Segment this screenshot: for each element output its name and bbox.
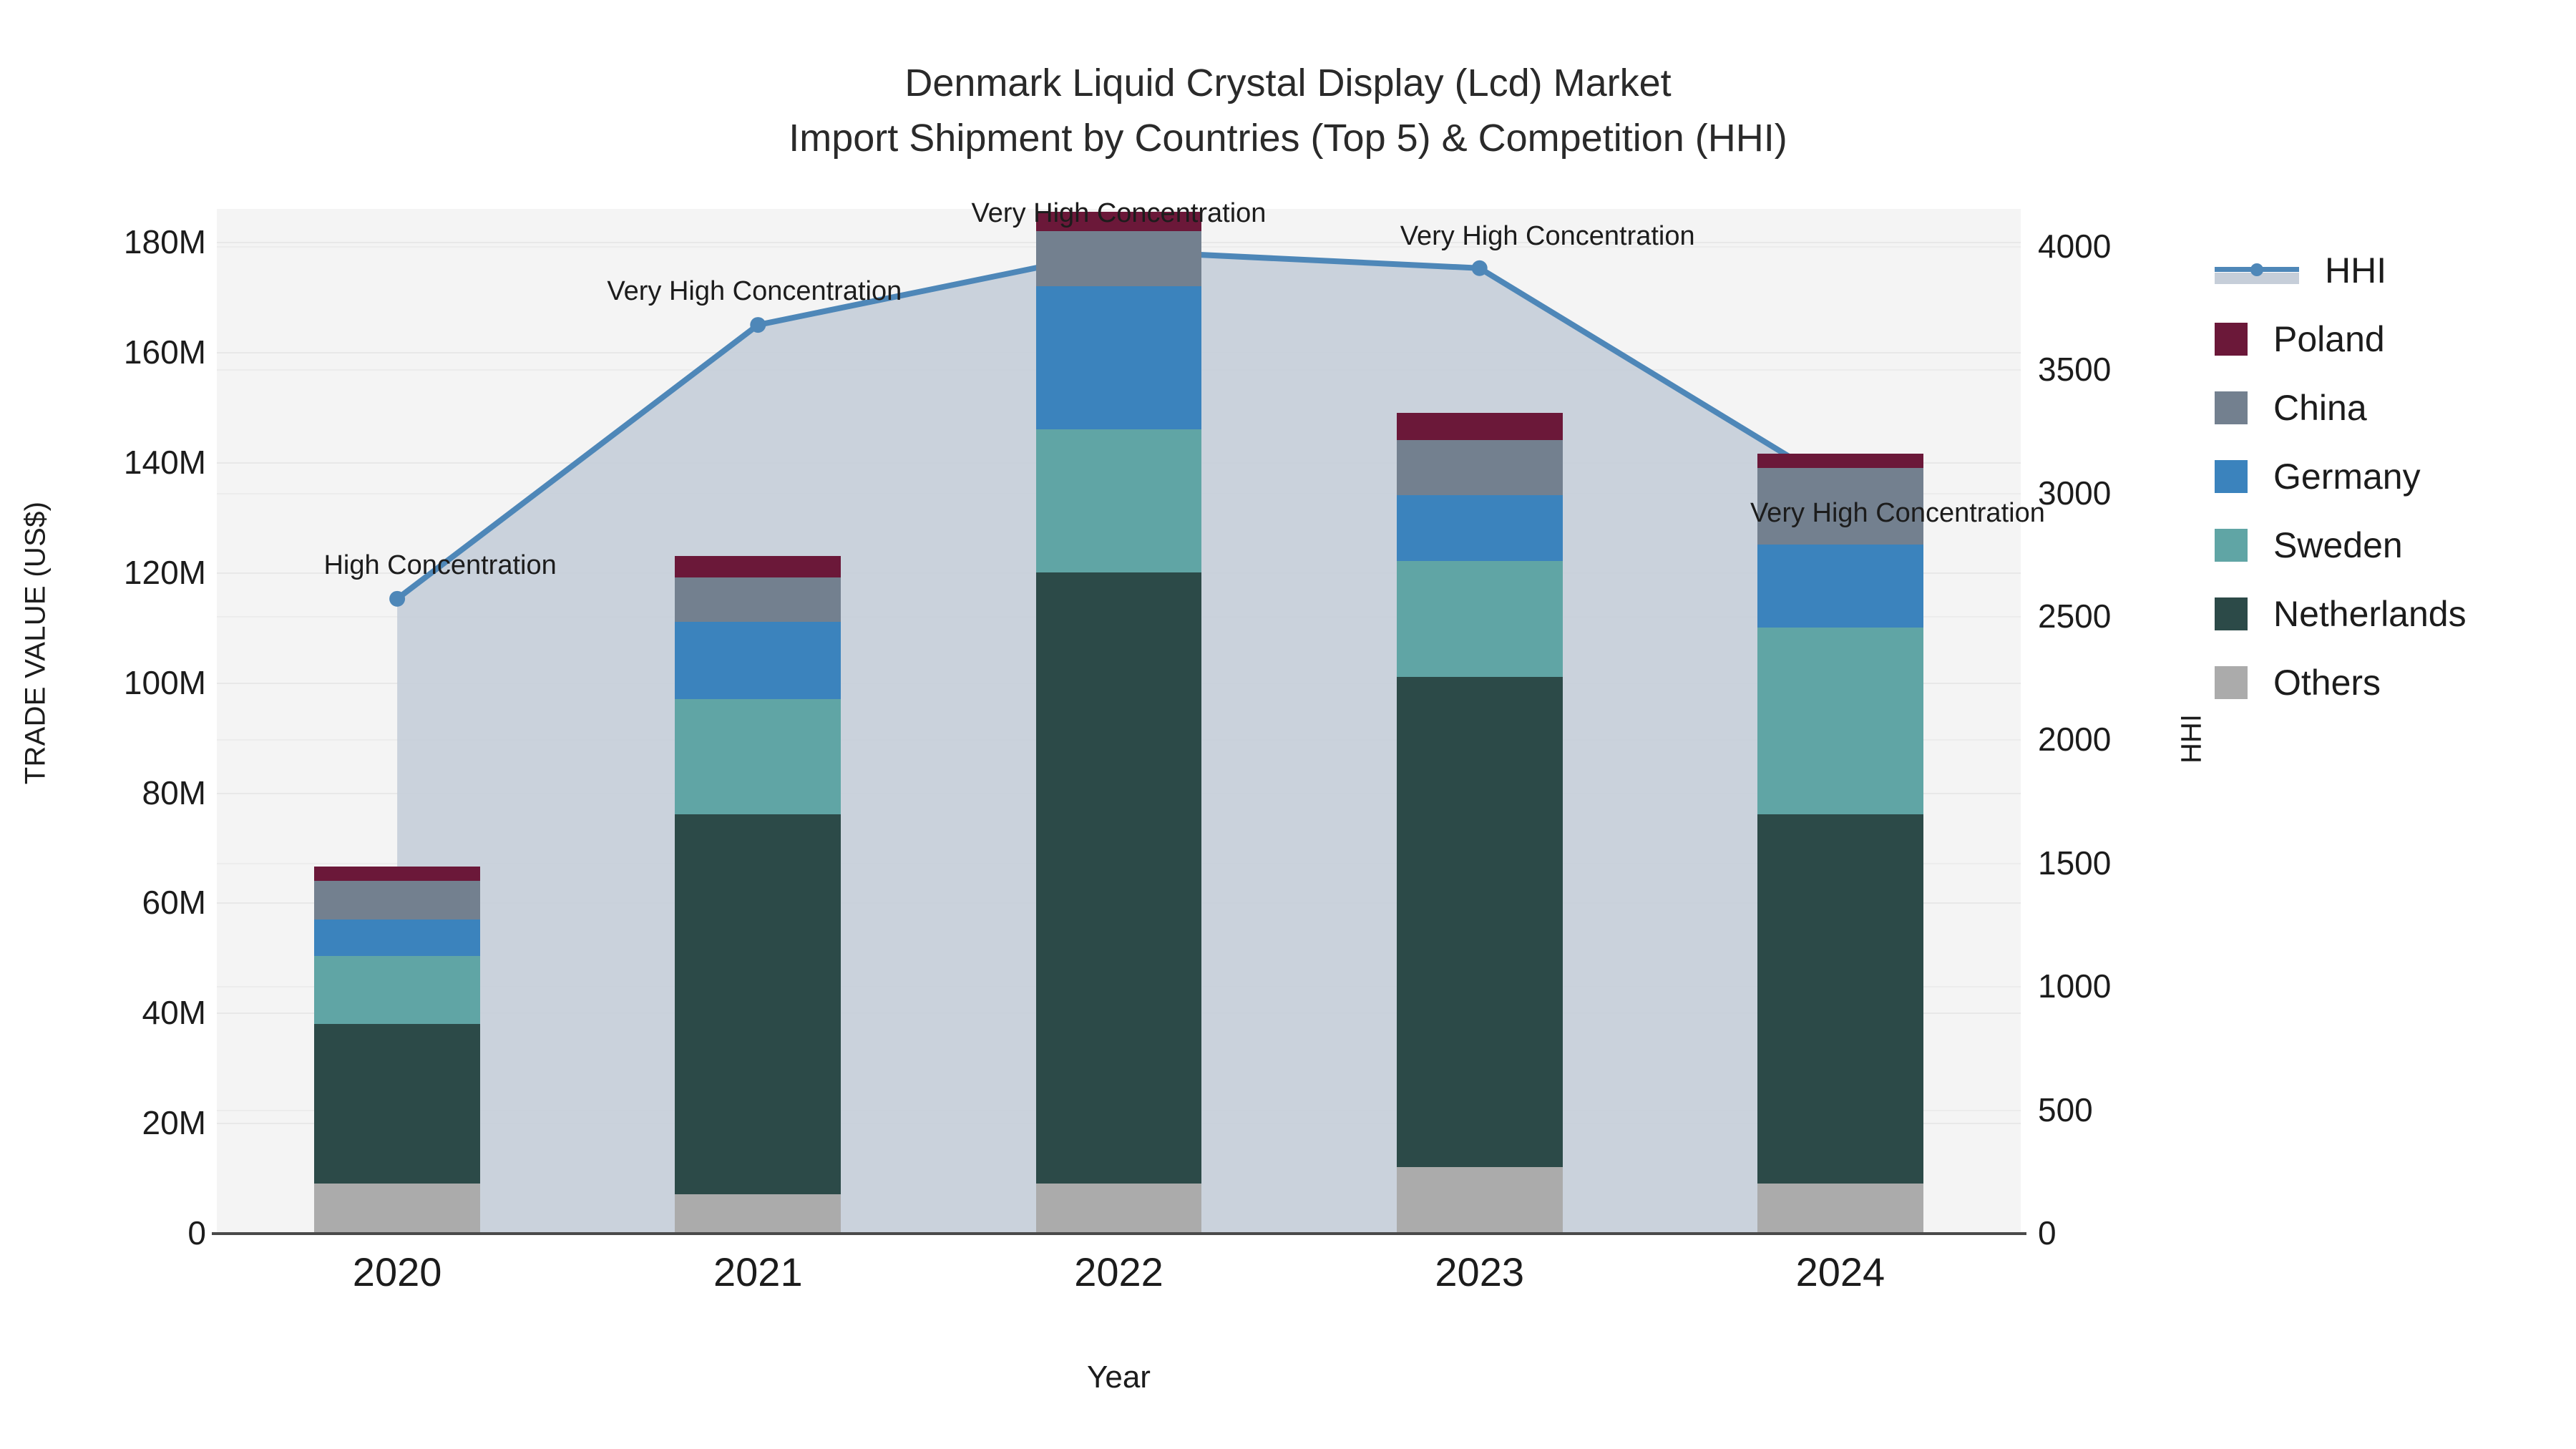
legend: HHI Poland China Germany Sweden Netherlands Ot… xyxy=(2215,236,2467,717)
bar-segment-netherlands[interactable] xyxy=(1035,572,1202,1184)
bar-segment-sweden[interactable] xyxy=(314,956,481,1024)
bar-segment-others[interactable] xyxy=(675,1194,841,1233)
legend-item-sweden[interactable]: Sweden xyxy=(2215,511,2467,580)
bar-segment-sweden[interactable] xyxy=(1757,627,1923,815)
bar-segment-germany[interactable] xyxy=(314,919,481,956)
chart-title: Denmark Liquid Crystal Display (Lcd) Mar… xyxy=(0,56,2576,165)
bar-segment-china[interactable] xyxy=(314,880,481,920)
bar-segment-poland[interactable] xyxy=(675,555,841,578)
bar-segment-germany[interactable] xyxy=(1757,545,1923,628)
legend-swatch-icon xyxy=(2215,529,2248,562)
bar-segment-germany[interactable] xyxy=(675,622,841,699)
bar-segment-germany[interactable] xyxy=(1396,495,1563,562)
legend-swatch-icon xyxy=(2215,460,2248,493)
chart-title-line-2: Import Shipment by Countries (Top 5) & C… xyxy=(789,116,1787,160)
secondary-y-tick-label: 3000 xyxy=(2038,474,2112,512)
bar-segment-netherlands[interactable] xyxy=(1757,814,1923,1184)
bar-segment-china[interactable] xyxy=(1035,230,1202,286)
bar-segment-poland[interactable] xyxy=(1757,454,1923,468)
legend-item-others[interactable]: Others xyxy=(2215,648,2467,717)
bar-segment-others[interactable] xyxy=(1396,1166,1563,1233)
y-tick-label: 0 xyxy=(187,1214,206,1252)
secondary-y-tick-label: 500 xyxy=(2038,1091,2093,1128)
secondary-y-tick-label: 0 xyxy=(2038,1214,2057,1252)
bar-segment-others[interactable] xyxy=(1757,1183,1923,1233)
legend-item-china[interactable]: China xyxy=(2215,374,2467,442)
bar-segment-germany[interactable] xyxy=(1035,286,1202,429)
bar-segment-poland[interactable] xyxy=(1035,211,1202,231)
legend-item-hhi[interactable]: HHI xyxy=(2215,236,2467,305)
bar-segment-netherlands[interactable] xyxy=(314,1023,481,1184)
bar-segment-china[interactable] xyxy=(1757,467,1923,545)
hhi-data-point xyxy=(1471,260,1488,276)
hhi-data-point xyxy=(750,317,766,333)
y-tick-label: 140M xyxy=(123,443,206,481)
bar-segment-china[interactable] xyxy=(675,577,841,622)
bar-group[interactable] xyxy=(1757,209,1923,1233)
x-tick-label: 2023 xyxy=(1435,1249,1524,1294)
bar-segment-netherlands[interactable] xyxy=(675,814,841,1195)
secondary-y-axis-tick-labels: 0 500 1000 1500 2000 2500 3000 3500 4000 xyxy=(2038,0,2253,1449)
y-tick-label: 60M xyxy=(142,884,206,922)
secondary-y-tick-label: 2500 xyxy=(2038,597,2112,635)
bar-group[interactable] xyxy=(1035,209,1202,1233)
secondary-y-tick-label: 1000 xyxy=(2038,967,2112,1005)
legend-swatch-icon xyxy=(2215,597,2248,630)
bar-segment-sweden[interactable] xyxy=(675,698,841,815)
y-axis-tick-labels: 0 20M 40M 60M 80M 100M 120M 140M 160M 180M xyxy=(0,0,206,1449)
y-axis-title: TRADE VALUE (US$) xyxy=(19,501,52,785)
hhi-annotation-label: Very High Concentration xyxy=(607,276,902,307)
bar-segment-china[interactable] xyxy=(1396,440,1563,496)
secondary-y-axis-title: HHI xyxy=(2175,714,2207,763)
bar-segment-netherlands[interactable] xyxy=(1396,676,1563,1167)
bar-segment-sweden[interactable] xyxy=(1035,429,1202,572)
bar-segment-poland[interactable] xyxy=(1396,412,1563,441)
x-tick-label: 2021 xyxy=(713,1249,803,1294)
hhi-data-point xyxy=(389,590,406,607)
legend-item-netherlands[interactable]: Netherlands xyxy=(2215,580,2467,648)
y-tick-label: 40M xyxy=(142,994,206,1032)
bar-group[interactable] xyxy=(1396,209,1563,1233)
legend-label: Netherlands xyxy=(2273,594,2467,634)
bar-segment-sweden[interactable] xyxy=(1396,561,1563,677)
legend-swatch-icon xyxy=(2215,666,2248,699)
y-tick-label: 120M xyxy=(123,553,206,591)
legend-swatch-icon xyxy=(2215,391,2248,424)
legend-label: Germany xyxy=(2273,457,2421,497)
y-tick-label: 180M xyxy=(123,223,206,261)
legend-label: Sweden xyxy=(2273,525,2403,565)
hhi-annotation-label: High Concentration xyxy=(323,550,557,580)
legend-label: Poland xyxy=(2273,319,2385,359)
legend-label: Others xyxy=(2273,663,2381,703)
x-tick-label: 2024 xyxy=(1795,1249,1885,1294)
bar-group[interactable] xyxy=(314,209,481,1233)
y-tick-label: 160M xyxy=(123,333,206,371)
x-axis-title: Year xyxy=(1087,1360,1151,1395)
legend-swatch-icon xyxy=(2215,323,2248,356)
bar-segment-others[interactable] xyxy=(1035,1183,1202,1233)
x-tick-label: 2020 xyxy=(352,1249,442,1294)
bar-segment-others[interactable] xyxy=(314,1183,481,1233)
legend-item-poland[interactable]: Poland xyxy=(2215,305,2467,374)
bar-segment-poland[interactable] xyxy=(314,867,481,881)
x-tick-label: 2022 xyxy=(1074,1249,1163,1294)
chart-title-line-1: Denmark Liquid Crystal Display (Lcd) Mar… xyxy=(904,62,1672,104)
secondary-y-tick-label: 4000 xyxy=(2038,227,2112,265)
legend-line-marker-icon xyxy=(2215,254,2299,287)
secondary-y-tick-label: 2000 xyxy=(2038,721,2112,758)
hhi-annotation-label: Very High Concentration xyxy=(1750,497,2045,528)
hhi-annotation-label: Very High Concentration xyxy=(1400,220,1695,251)
legend-label: China xyxy=(2273,388,2367,428)
y-tick-label: 20M xyxy=(142,1104,206,1142)
hhi-annotation-label: Very High Concentration xyxy=(971,197,1267,228)
legend-item-germany[interactable]: Germany xyxy=(2215,442,2467,511)
y-tick-label: 100M xyxy=(123,663,206,701)
x-axis-line xyxy=(212,1232,2026,1235)
secondary-y-tick-label: 1500 xyxy=(2038,844,2112,882)
bar-group[interactable] xyxy=(675,209,841,1233)
secondary-y-tick-label: 3500 xyxy=(2038,351,2112,389)
y-tick-label: 80M xyxy=(142,774,206,811)
legend-label: HHI xyxy=(2325,250,2387,291)
